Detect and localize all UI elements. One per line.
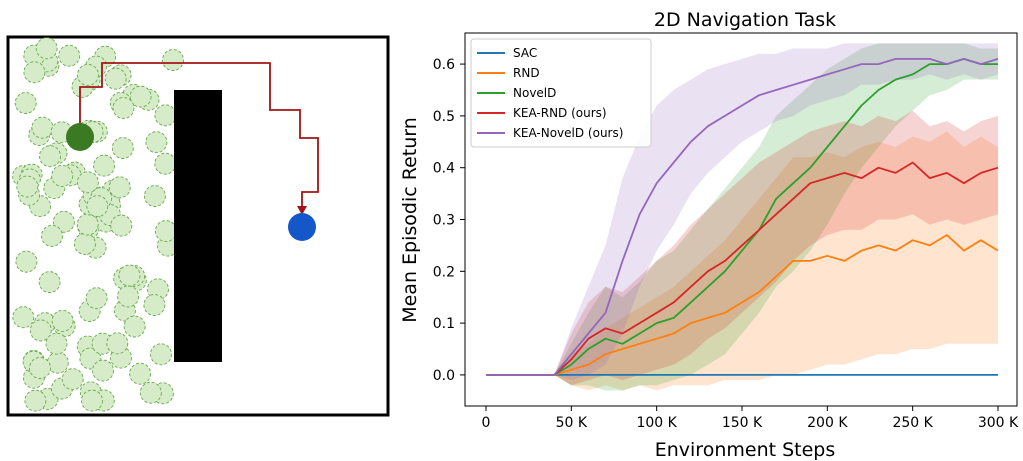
obstacle-circle [162, 49, 184, 71]
obstacle-circle [16, 175, 39, 198]
line-series-2 [486, 58, 998, 376]
series-lines [486, 58, 999, 376]
y-axis-label: Mean Episodic Return [399, 117, 421, 323]
obstacle-circle [76, 213, 99, 236]
x-tick-label: 250 K [892, 415, 933, 431]
obstacle-circle [139, 381, 162, 404]
obstacle-circle [58, 44, 81, 67]
obstacle-circle [143, 185, 166, 207]
x-tick-label: 150 K [722, 415, 763, 431]
legend-label-3: KEA-RND (ours) [513, 106, 607, 120]
obstacle-circle [39, 145, 61, 168]
obstacle-circle [73, 232, 96, 255]
obstacle-circle [38, 271, 61, 294]
y-tick-label: 0.4 [433, 161, 455, 177]
obstacle-circle [129, 362, 152, 385]
band-series-4 [486, 43, 998, 381]
obstacle-circle [145, 131, 168, 154]
obstacle-circle [61, 368, 84, 391]
obstacle-circle [104, 67, 127, 90]
obstacle-circle [106, 332, 129, 355]
line-series-3 [486, 161, 999, 376]
x-tick-label: 300 K [978, 415, 1019, 431]
obstacle-circle [92, 359, 114, 382]
obstacle-circle [111, 137, 134, 159]
y-tick-label: 0.5 [433, 109, 455, 125]
obstacle-circle [51, 164, 74, 187]
obstacle-circle [45, 332, 68, 355]
trajectory-arrow-head [297, 206, 307, 215]
obstacle-circle [23, 61, 46, 84]
obstacle-circle [81, 389, 103, 412]
legend: SAC RND NovelD KEA-RND (ours) KEA-NovelD (ou… [470, 38, 652, 148]
y-tick-label: 0.2 [433, 264, 455, 280]
legend-label-2: NovelD [513, 86, 556, 100]
y-tick-label: 0.0 [433, 368, 455, 384]
obstacle-circle [112, 97, 135, 119]
obstacle-circle [76, 171, 99, 194]
obstacle-circle [93, 154, 116, 177]
obstacle-circle [150, 343, 172, 366]
goal-marker [288, 213, 316, 241]
x-tick-label: 200 K [807, 415, 848, 431]
obstacle-circle [14, 92, 37, 114]
x-tick-label: 50 K [556, 415, 588, 431]
environment-map [6, 35, 390, 417]
start-agent-marker [66, 123, 94, 151]
x-tick-label: 0 [482, 415, 491, 431]
obstacle-circle-field [12, 37, 184, 412]
obstacle-circle [24, 389, 47, 412]
y-tick-label: 0.1 [433, 316, 455, 332]
obstacle-circle [143, 294, 166, 316]
obstacle-circle [117, 285, 140, 308]
y-axis-ticks: 0.0 0.1 0.2 0.3 0.4 0.5 0.6 [433, 57, 465, 384]
obstacle-circle [15, 250, 38, 273]
obstacle-circle [118, 264, 141, 287]
obstacle-circle [85, 287, 108, 310]
obstacle-circle [12, 306, 35, 329]
x-axis-ticks: 0 50 K 100 K 150 K 200 K 250 K 300 K [482, 406, 1019, 431]
legend-box [470, 38, 652, 148]
legend-label-0: SAC [513, 46, 537, 60]
x-axis-label: Environment Steps [655, 439, 836, 461]
trajectory-path [79, 62, 319, 208]
obstacle-circle [77, 63, 99, 86]
x-tick-label: 100 K [636, 415, 677, 431]
obstacle-circle [29, 319, 52, 342]
obstacle-circle [110, 214, 133, 237]
obstacle-circle [108, 176, 131, 199]
y-tick-label: 0.6 [433, 57, 455, 73]
band-series-1 [486, 131, 998, 391]
obstacle-circle [41, 224, 63, 247]
obstacle-circle [51, 309, 74, 332]
obstacle-circle [29, 357, 51, 379]
obstacle-circle [123, 315, 146, 338]
obstacle-circle [35, 37, 58, 60]
line-series-1 [486, 234, 999, 376]
legend-label-1: RND [513, 66, 540, 80]
band-series-2 [486, 43, 998, 391]
line-series-4 [486, 58, 999, 376]
obstacle-circle [129, 85, 152, 108]
band-series-3 [486, 110, 998, 386]
chart-title: 2D Navigation Task [654, 9, 836, 31]
obstacle-circle [86, 195, 109, 218]
obstacle-wall [174, 90, 222, 362]
confidence-bands [486, 43, 998, 391]
legend-label-4: KEA-NovelD (ours) [513, 126, 623, 140]
obstacle-circle [52, 210, 75, 233]
y-tick-label: 0.3 [433, 213, 455, 229]
